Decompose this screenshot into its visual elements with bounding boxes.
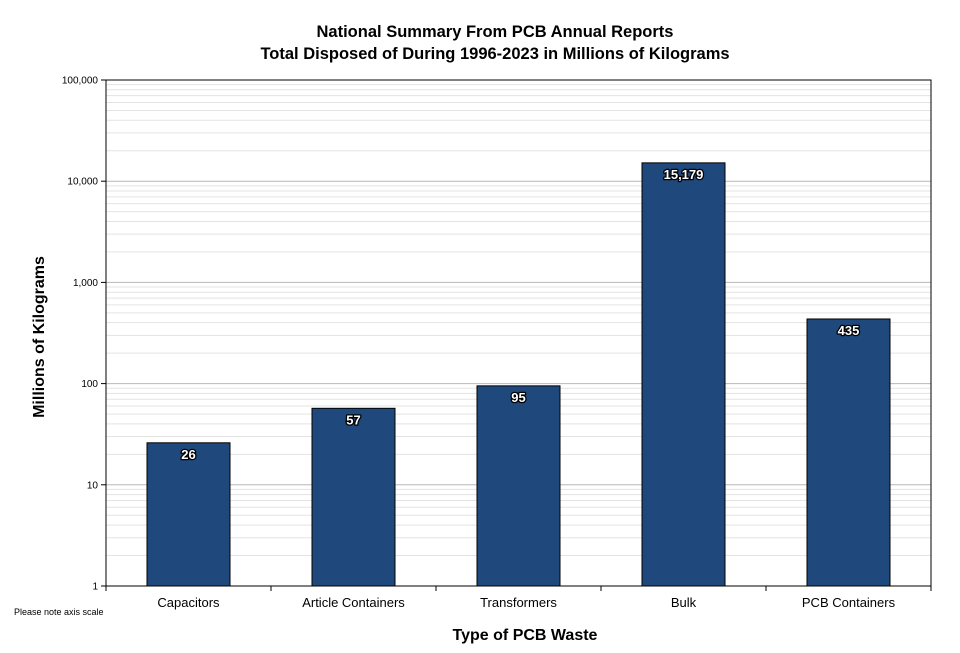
data-labels: 26 57 95 15,179 435: [180, 166, 861, 464]
x-axis-title: Type of PCB Waste: [453, 627, 598, 644]
x-tick-label: Transformers: [480, 595, 557, 610]
y-tick-label: 1: [92, 582, 98, 593]
x-tick-label: PCB Containers: [802, 595, 896, 610]
y-axis-title: Millions of Kilograms: [31, 256, 48, 418]
y-tick-label: 1,000: [73, 278, 98, 289]
bar: [476, 385, 561, 587]
x-axis-ticks: Capacitors Article Containers Transformers…: [105, 586, 932, 610]
axis-scale-note: Please note axis scale: [14, 607, 104, 617]
bar: [311, 407, 396, 587]
bar: [641, 162, 726, 587]
x-tick-label: Article Containers: [302, 595, 405, 610]
data-label: 26: [181, 447, 195, 462]
bar: [806, 318, 891, 587]
bars: [146, 162, 891, 587]
chart-subtitle: Total Disposed of During 1996-2023 in Mi…: [260, 45, 729, 63]
data-label: 15,179: [664, 167, 704, 182]
bar: [146, 442, 231, 587]
y-tick-label: 10: [87, 480, 99, 491]
y-tick-label: 100: [81, 379, 98, 390]
data-label: 95: [511, 390, 525, 405]
x-tick-label: Bulk: [671, 595, 697, 610]
x-tick-label: Capacitors: [157, 595, 220, 610]
data-label: 57: [346, 412, 360, 427]
y-tick-label: 100,000: [62, 76, 99, 87]
chart-title: National Summary From PCB Annual Reports: [317, 23, 674, 41]
y-axis-ticks: 1 10 100 1,000 10,000 100,000: [62, 76, 106, 593]
data-label: 435: [838, 323, 860, 338]
y-tick-label: 10,000: [67, 177, 98, 188]
